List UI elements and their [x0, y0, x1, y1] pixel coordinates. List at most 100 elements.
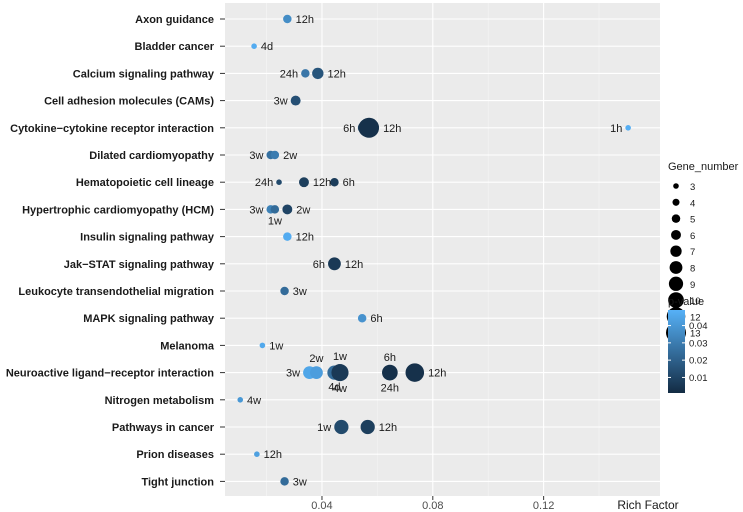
point-label: 1w — [268, 216, 282, 228]
data-point — [290, 95, 301, 106]
point-label: 6h — [313, 259, 325, 271]
data-point — [251, 43, 257, 49]
point-label: 12h — [345, 259, 363, 271]
colorbar-label: 0.01 — [689, 373, 708, 384]
point-label: 3w — [249, 204, 263, 216]
p-value-colorbar — [668, 310, 685, 393]
point-label: 2w — [309, 353, 323, 365]
x-tick-label: 0.04 — [311, 500, 332, 512]
y-axis-labels: Axon guidance Bladder cancer Calcium signa… — [6, 14, 225, 488]
y-axis-label: Neuroactive ligand−receptor interaction — [6, 368, 214, 380]
point-label: 4d — [261, 41, 273, 53]
data-point — [334, 419, 349, 435]
y-axis-label: Tight junction — [141, 476, 214, 488]
colorbar-label: 0.04 — [689, 321, 708, 332]
data-point — [282, 204, 293, 215]
size-legend: 3 4 5 6 7 8 9 10 12 13 — [666, 182, 701, 343]
y-axis-label: MAPK signaling pathway — [83, 313, 215, 325]
point-label: 12h — [313, 177, 331, 189]
color-legend-ticks: 0.04 0.03 0.02 0.01 — [668, 321, 708, 384]
x-tick-label: 0.12 — [533, 500, 554, 512]
data-point — [237, 397, 244, 403]
size-legend-dot — [672, 198, 680, 206]
point-label: 6h — [370, 313, 382, 325]
size-legend-title: Gene_number — [668, 161, 739, 173]
size-legend-dot — [670, 245, 682, 257]
point-label: 3w — [286, 368, 300, 380]
point-label: 1w — [269, 340, 283, 352]
colorbar-label: 0.02 — [689, 356, 708, 367]
size-legend-dot — [668, 276, 684, 291]
data-point — [312, 67, 324, 80]
y-axis-label: Prion diseases — [136, 449, 214, 461]
point-label: 2w — [283, 150, 297, 162]
data-point — [254, 451, 260, 458]
point-label: 6h — [343, 177, 355, 189]
size-legend-label: 13 — [690, 329, 701, 340]
data-point — [276, 179, 282, 185]
point-label: 12h — [264, 449, 282, 461]
size-legend-dot — [671, 229, 681, 240]
point-label: 6h — [384, 352, 396, 364]
point-label: 1h — [610, 123, 622, 135]
colorbar-label: 0.03 — [689, 338, 708, 349]
size-legend-label: 4 — [690, 198, 695, 209]
point-label: 12h — [383, 123, 401, 135]
point-label: 12h — [327, 68, 345, 80]
data-point — [280, 286, 289, 296]
data-point — [299, 177, 309, 188]
grid-lines — [225, 3, 660, 496]
data-point — [310, 366, 323, 379]
y-axis-label: Axon guidance — [135, 14, 214, 26]
data-point — [270, 150, 280, 160]
data-point — [359, 117, 380, 138]
y-axis-label: Cell adhesion molecules (CAMs) — [44, 96, 214, 108]
x-axis-ticks: 0.04 0.08 0.12 — [311, 496, 554, 512]
data-point — [270, 205, 280, 214]
y-axis-label: Nitrogen metabolism — [105, 395, 215, 407]
point-label: 1w — [317, 422, 331, 434]
size-legend-label: 5 — [690, 215, 695, 226]
size-legend-label: 8 — [690, 264, 695, 275]
point-label: 2w — [296, 204, 310, 216]
point-label: 12h — [428, 368, 446, 380]
data-point — [259, 342, 266, 349]
data-point — [283, 14, 292, 24]
point-label: 3w — [293, 286, 307, 298]
plot-panel — [225, 3, 660, 496]
data-point — [328, 257, 341, 271]
data-point — [625, 125, 631, 131]
point-label: 1w — [333, 351, 347, 363]
size-legend-dot — [668, 292, 684, 308]
data-point — [330, 177, 339, 187]
data-point — [331, 364, 349, 382]
point-label: 4w — [247, 395, 261, 407]
x-axis-title: Rich Factor — [617, 498, 678, 512]
data-point — [382, 364, 398, 381]
data-point — [360, 419, 375, 435]
y-axis-label: Pathways in cancer — [112, 422, 215, 434]
data-point — [301, 69, 310, 78]
size-legend-label: 9 — [690, 280, 695, 291]
point-label: 24h — [381, 382, 399, 394]
size-legend-dot — [673, 183, 679, 189]
point-label: 3w — [249, 150, 263, 162]
data-points — [237, 14, 631, 486]
point-label: 12h — [296, 232, 314, 244]
point-label: 6h — [343, 123, 355, 135]
y-axis-label: Hematopoietic cell lineage — [76, 177, 214, 189]
data-point — [357, 313, 367, 323]
y-axis-label: Bladder cancer — [135, 41, 215, 53]
y-axis-label: Melanoma — [160, 340, 215, 352]
y-axis-label: Jak−STAT signaling pathway — [64, 259, 215, 271]
point-label: 24h — [280, 68, 298, 80]
point-label: 12h — [379, 422, 397, 434]
y-axis-label: Cytokine−cytokine receptor interaction — [10, 123, 214, 135]
y-axis-label: Leukocyte transendothelial migration — [18, 286, 214, 298]
color-legend-title: p-value — [668, 296, 704, 308]
data-point — [280, 477, 289, 486]
point-label: 12h — [296, 14, 314, 26]
y-axis-label: Hypertrophic cardiomyopathy (HCM) — [22, 204, 214, 216]
size-legend-label: 3 — [690, 182, 695, 193]
